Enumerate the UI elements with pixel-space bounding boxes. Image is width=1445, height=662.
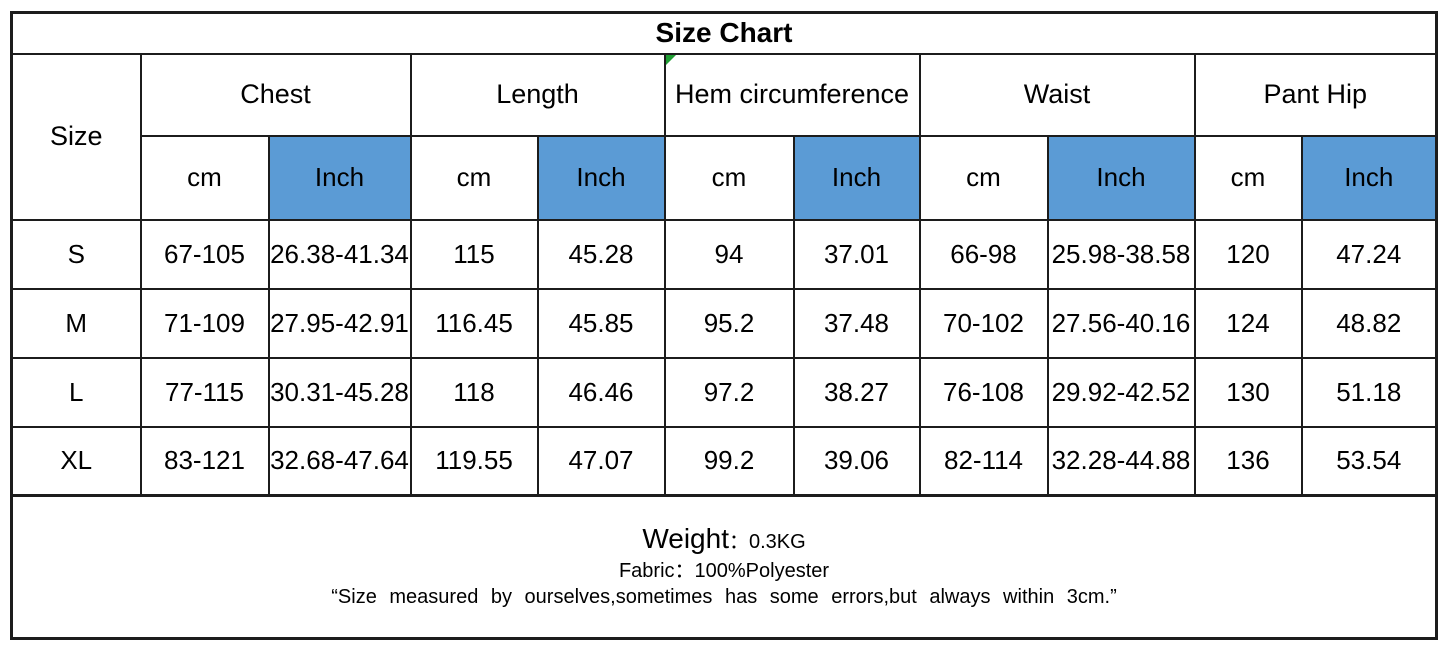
value-cell: 38.27	[792, 356, 921, 428]
value-cell: 116.45	[409, 287, 539, 359]
footer-row: Weight：0.3KG Fabric：100%Polyester “Size …	[10, 494, 1438, 640]
value-cell: 46.46	[536, 356, 666, 428]
col-group-waist: Waist	[918, 52, 1196, 137]
unit-pant-hip-cm: cm	[1193, 134, 1303, 221]
footer-notes: Weight：0.3KG Fabric：100%Polyester “Size …	[10, 494, 1438, 640]
value-cell: 136	[1193, 425, 1303, 497]
value-cell: 29.92-42.52	[1046, 356, 1196, 428]
table-row-l: L 77-115 30.31-45.28 118 46.46 97.2 38.2…	[10, 356, 1438, 428]
table-row-xl: XL 83-121 32.68-47.64 119.55 47.07 99.2 …	[10, 425, 1438, 497]
value-cell: 94	[663, 218, 795, 290]
unit-pant-hip-inch: Inch	[1300, 134, 1438, 221]
value-cell: 77-115	[139, 356, 270, 428]
unit-length-inch: Inch	[536, 134, 666, 221]
weight-value: 0.3KG	[748, 531, 806, 553]
value-cell: 51.18	[1300, 356, 1438, 428]
weight-label: Weight	[642, 523, 729, 554]
unit-hem-cm: cm	[663, 134, 795, 221]
column-group-header-row: Size Chest Length Hem circumference Wais…	[10, 52, 1438, 221]
unit-waist-inch: Inch	[1046, 134, 1196, 221]
unit-waist-cm: cm	[918, 134, 1049, 221]
value-cell: 27.95-42.91	[267, 287, 412, 359]
value-cell: 130	[1193, 356, 1303, 428]
value-cell: 120	[1193, 218, 1303, 290]
table-row-s: S 67-105 26.38-41.34 115 45.28 94 37.01 …	[10, 218, 1438, 290]
unit-length-cm: cm	[409, 134, 539, 221]
value-cell: 47.07	[536, 425, 666, 497]
value-cell: 32.28-44.88	[1046, 425, 1196, 497]
size-chart-table: Size Chart Size Chest Length Hem circumf…	[10, 11, 1439, 640]
value-cell: 71-109	[139, 287, 270, 359]
unit-chest-cm: cm	[139, 134, 270, 221]
value-cell: 97.2	[663, 356, 795, 428]
value-cell: 47.24	[1300, 218, 1438, 290]
value-cell: 53.54	[1300, 425, 1438, 497]
value-cell: 66-98	[918, 218, 1049, 290]
unit-hem-inch: Inch	[792, 134, 921, 221]
value-cell: 70-102	[918, 287, 1049, 359]
value-cell: 67-105	[139, 218, 270, 290]
weight-line: Weight：0.3KG	[14, 523, 1435, 558]
value-cell: 95.2	[663, 287, 795, 359]
unit-header-row: cm Inch cm Inch cm Inch cm Inch cm Inch	[12, 134, 1438, 221]
size-cell: S	[10, 218, 142, 290]
value-cell: 25.98-38.58	[1046, 218, 1196, 290]
size-cell: M	[10, 287, 142, 359]
size-cell: XL	[10, 425, 142, 497]
value-cell: 83-121	[139, 425, 270, 497]
page-title: Size Chart	[10, 11, 1438, 55]
value-cell: 119.55	[409, 425, 539, 497]
col-group-chest: Chest	[139, 52, 412, 137]
col-header-size: Size	[10, 52, 142, 221]
unit-chest-inch: Inch	[267, 134, 412, 221]
value-cell: 39.06	[792, 425, 921, 497]
title-row: Size Chart	[10, 11, 1438, 55]
col-group-hem-label: Hem circumference	[674, 79, 910, 109]
value-cell: 82-114	[918, 425, 1049, 497]
value-cell: 45.85	[536, 287, 666, 359]
col-group-hem-circumference: Hem circumference	[663, 52, 921, 137]
value-cell: 45.28	[536, 218, 666, 290]
value-cell: 27.56-40.16	[1046, 287, 1196, 359]
cell-flag-triangle-icon	[666, 55, 676, 65]
table-row-m: M 71-109 27.95-42.91 116.45 45.85 95.2 3…	[10, 287, 1438, 359]
size-cell: L	[10, 356, 142, 428]
value-cell: 37.01	[792, 218, 921, 290]
value-cell: 32.68-47.64	[267, 425, 412, 497]
value-cell: 118	[409, 356, 539, 428]
value-cell: 124	[1193, 287, 1303, 359]
value-cell: 26.38-41.34	[267, 218, 412, 290]
value-cell: 30.31-45.28	[267, 356, 412, 428]
col-group-pant-hip: Pant Hip	[1193, 52, 1438, 137]
fabric-line: Fabric：100%Polyester	[618, 560, 830, 582]
col-group-length: Length	[409, 52, 666, 137]
value-cell: 99.2	[663, 425, 795, 497]
value-cell: 48.82	[1300, 287, 1438, 359]
value-cell: 37.48	[792, 287, 921, 359]
weight-colon: ：	[728, 531, 749, 553]
measurement-note: “Size measured by ourselves,sometimes ha…	[331, 586, 1117, 608]
value-cell: 115	[409, 218, 539, 290]
value-cell: 76-108	[918, 356, 1049, 428]
